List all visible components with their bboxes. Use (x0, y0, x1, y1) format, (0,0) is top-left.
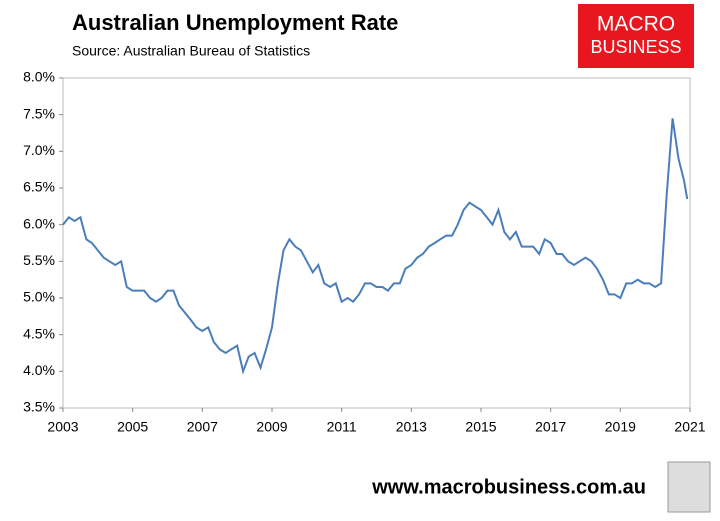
y-tick-label: 6.5% (23, 179, 55, 195)
website: www.macrobusiness.com.au (371, 476, 646, 498)
y-tick-label: 6.0% (23, 215, 55, 231)
logo-box (578, 4, 694, 68)
x-tick-label: 2003 (47, 419, 78, 435)
x-tick-label: 2015 (465, 419, 496, 435)
logo-text: BUSINESS (590, 37, 681, 57)
logo-text: MACRO (597, 13, 675, 36)
y-tick-label: 8.0% (23, 69, 55, 85)
y-tick-label: 4.0% (23, 362, 55, 378)
plot-border (62, 77, 691, 409)
data-line (62, 118, 689, 375)
chart-title: Australian Unemployment Rate (72, 10, 398, 35)
x-tick-label: 2011 (327, 419, 357, 435)
chart-subtitle: Source: Australian Bureau of Statistics (72, 43, 310, 59)
x-tick-label: 2021 (674, 419, 705, 435)
x-tick-label: 2007 (187, 419, 218, 435)
y-tick-label: 4.5% (23, 325, 55, 341)
x-tick-label: 2013 (396, 419, 427, 435)
y-tick-label: 5.5% (23, 252, 55, 268)
y-tick-label: 5.0% (23, 289, 55, 305)
y-tick-label: 7.5% (23, 105, 55, 121)
x-tick-label: 2019 (605, 419, 636, 435)
x-tick-label: 2009 (256, 419, 287, 435)
logo-icon (667, 461, 711, 513)
x-tick-label: 2017 (535, 419, 566, 435)
y-tick-label: 3.5% (23, 399, 55, 415)
y-tick-label: 7.0% (23, 142, 55, 158)
x-tick-label: 2005 (117, 419, 148, 435)
